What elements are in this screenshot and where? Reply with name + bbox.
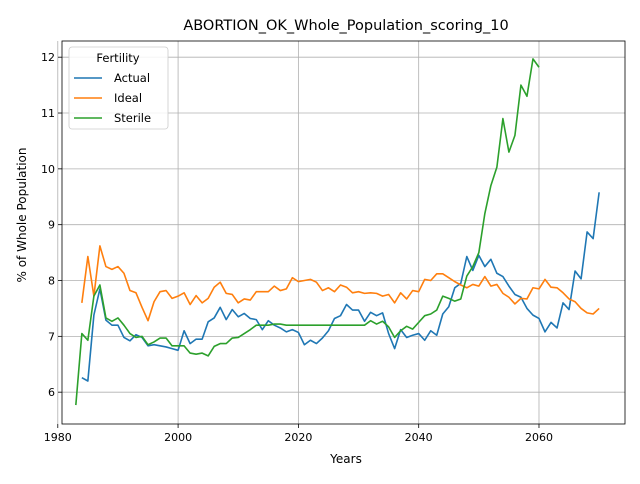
y-tick-label: 6 (48, 386, 55, 399)
y-tick-label: 10 (41, 163, 55, 176)
y-tick-label: 9 (48, 219, 55, 232)
y-tick-label: 11 (41, 107, 55, 120)
plot-area (61, 40, 626, 425)
series-line-actual (81, 192, 600, 382)
legend-label-actual: Actual (114, 71, 150, 85)
legend-label-sterile: Sterile (114, 111, 151, 125)
x-tick-label: 2040 (405, 431, 433, 444)
x-tick-label: 1980 (44, 431, 72, 444)
series-line-ideal (81, 245, 600, 322)
y-tick-label: 7 (48, 330, 55, 343)
chart-title: ABORTION_OK_Whole_Population_scoring_10 (183, 18, 508, 34)
x-tick-label: 2020 (284, 431, 312, 444)
legend-title: Fertility (96, 51, 139, 65)
legend: Fertility Actual Ideal Sterile (68, 46, 169, 130)
legend-box (68, 46, 169, 130)
y-tick-label: 8 (48, 275, 55, 288)
x-tick-label: 2000 (164, 431, 192, 444)
y-tick-label: 12 (41, 51, 55, 64)
y-axis-label: % of Whole Population (15, 148, 29, 283)
legend-label-ideal: Ideal (114, 91, 142, 105)
x-tick-label: 2060 (525, 431, 553, 444)
series-line-sterile (75, 58, 540, 406)
x-axis-label: Years (329, 452, 362, 466)
